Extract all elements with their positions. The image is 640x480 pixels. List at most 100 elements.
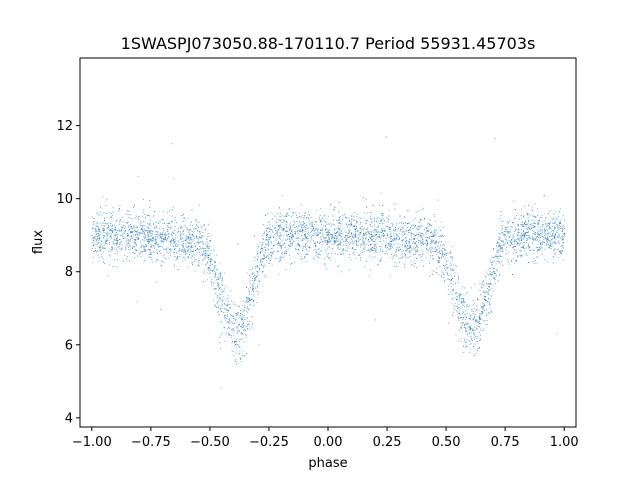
- data-point: [554, 248, 556, 250]
- data-point: [346, 235, 348, 236]
- data-point: [191, 246, 192, 248]
- data-point: [434, 229, 436, 231]
- data-point: [395, 262, 397, 263]
- data-point: [163, 257, 165, 258]
- data-point: [326, 253, 328, 255]
- data-point: [381, 235, 383, 237]
- data-point: [336, 231, 338, 233]
- data-point: [143, 245, 145, 247]
- data-point: [360, 239, 362, 240]
- data-point: [360, 232, 362, 234]
- data-point: [280, 235, 282, 237]
- data-point: [447, 278, 449, 280]
- data-point: [414, 243, 416, 245]
- data-point: [290, 237, 292, 238]
- data-point: [374, 255, 376, 257]
- data-point: [265, 239, 267, 241]
- data-point: [267, 248, 269, 250]
- data-point: [334, 209, 335, 211]
- data-point: [391, 236, 393, 237]
- data-point: [168, 249, 170, 250]
- data-point: [219, 342, 220, 344]
- data-point: [91, 248, 93, 249]
- data-point: [229, 303, 231, 305]
- data-point: [404, 254, 406, 256]
- data-point: [264, 214, 266, 216]
- data-point: [154, 241, 156, 243]
- data-point: [528, 246, 530, 248]
- data-point: [414, 242, 416, 244]
- data-point: [349, 236, 351, 238]
- data-point: [474, 330, 475, 332]
- data-point: [403, 243, 405, 245]
- data-point: [531, 236, 533, 238]
- data-point: [434, 251, 436, 252]
- data-point: [342, 215, 344, 217]
- data-point: [150, 233, 152, 234]
- data-point: [497, 260, 499, 262]
- data-point: [267, 239, 269, 241]
- data-point: [433, 231, 435, 232]
- data-point: [301, 204, 302, 206]
- data-point: [390, 226, 391, 228]
- data-point: [265, 252, 267, 254]
- data-point: [160, 239, 162, 241]
- data-point: [524, 249, 525, 251]
- data-point: [264, 254, 265, 256]
- data-point: [470, 326, 471, 328]
- data-point: [206, 268, 208, 270]
- data-point: [412, 228, 414, 229]
- data-point: [134, 246, 136, 248]
- data-point: [193, 228, 195, 230]
- data-point: [331, 252, 332, 254]
- data-point: [498, 248, 500, 250]
- data-point: [550, 243, 552, 245]
- data-point: [481, 284, 483, 285]
- data-point: [429, 223, 431, 225]
- data-point: [197, 222, 199, 224]
- data-point: [521, 239, 522, 241]
- data-point: [414, 260, 415, 262]
- data-point: [123, 255, 125, 257]
- data-point: [425, 239, 427, 241]
- data-point: [150, 246, 152, 248]
- data-point: [284, 216, 286, 218]
- data-point: [98, 233, 100, 235]
- data-point: [531, 227, 532, 229]
- data-point: [196, 248, 198, 250]
- data-point: [549, 245, 551, 247]
- data-point: [341, 233, 343, 234]
- data-point: [285, 253, 287, 255]
- data-point: [278, 273, 279, 275]
- data-point: [489, 289, 491, 291]
- data-point: [255, 287, 257, 289]
- data-point: [338, 228, 339, 230]
- data-point: [400, 229, 402, 230]
- data-point: [461, 304, 463, 306]
- data-point: [416, 267, 417, 268]
- data-point: [450, 269, 452, 271]
- data-point: [149, 200, 151, 201]
- data-point: [440, 250, 442, 252]
- data-point: [413, 243, 415, 245]
- data-point: [170, 254, 171, 256]
- data-point: [498, 239, 500, 240]
- data-point: [136, 236, 138, 238]
- data-point: [266, 238, 268, 240]
- data-point: [296, 226, 298, 227]
- data-point: [100, 231, 102, 233]
- data-point: [263, 258, 264, 259]
- data-point: [318, 234, 319, 235]
- data-point: [338, 265, 339, 267]
- data-point: [458, 292, 460, 294]
- data-point: [436, 231, 438, 233]
- data-point: [240, 361, 242, 362]
- data-point: [489, 273, 491, 274]
- data-point: [454, 306, 456, 308]
- data-point: [211, 259, 213, 261]
- data-point: [112, 211, 114, 213]
- data-point: [506, 236, 508, 238]
- data-point: [455, 299, 457, 301]
- data-point: [132, 234, 134, 236]
- data-point: [108, 264, 110, 266]
